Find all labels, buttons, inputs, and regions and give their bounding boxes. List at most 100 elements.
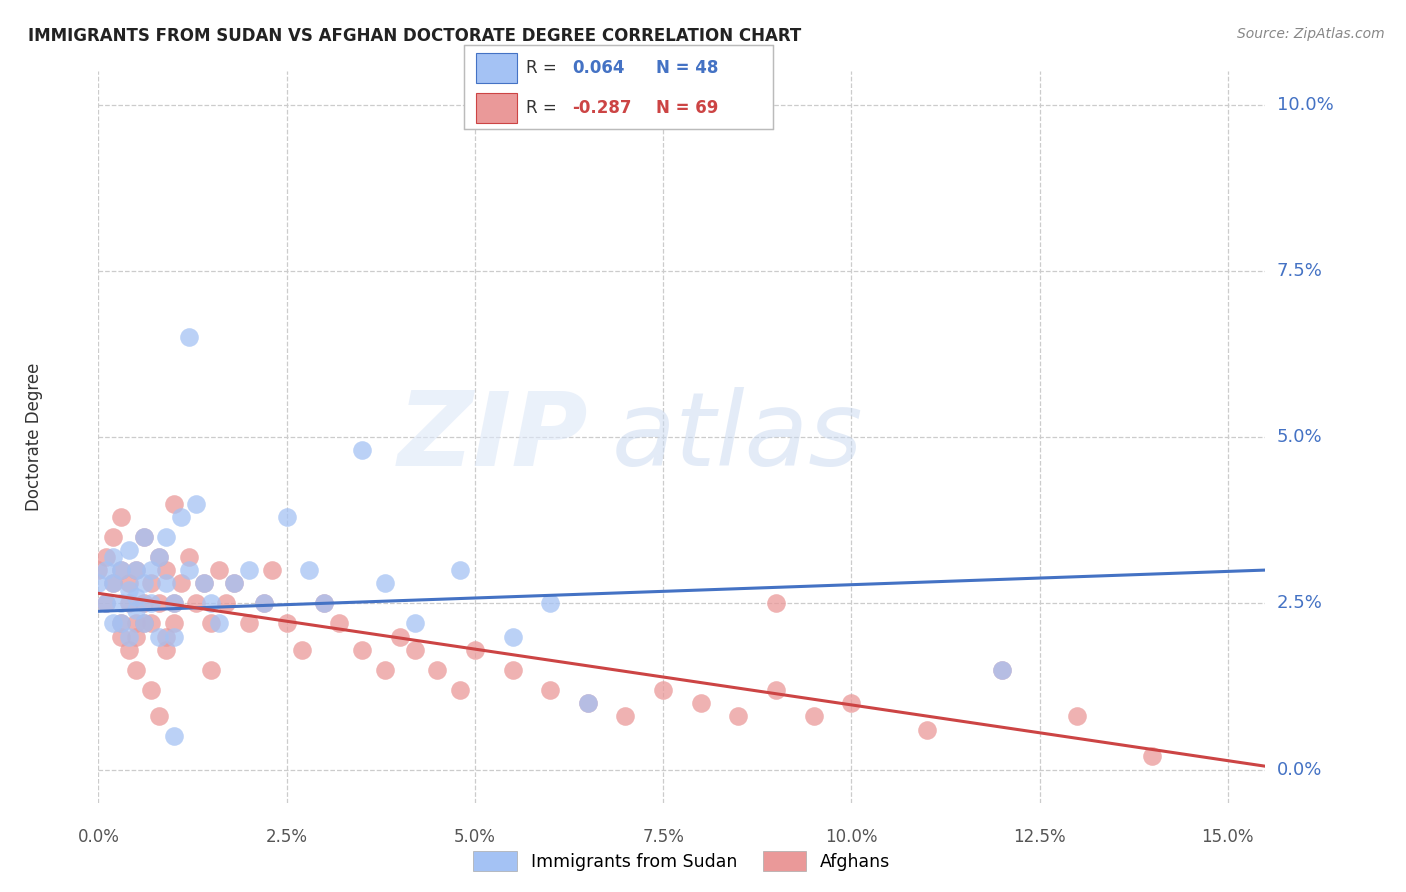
Point	[163, 596, 186, 610]
Point	[125, 616, 148, 631]
Bar	[477, 93, 516, 122]
Point	[117, 596, 139, 610]
Point	[110, 596, 132, 610]
Point	[155, 630, 177, 644]
Point	[117, 576, 139, 591]
Point	[139, 576, 162, 591]
Point	[238, 563, 260, 577]
Point	[576, 696, 599, 710]
Point	[449, 563, 471, 577]
Point	[103, 530, 125, 544]
Point	[163, 616, 186, 631]
Point	[163, 729, 186, 743]
Point	[155, 576, 177, 591]
Point	[314, 596, 336, 610]
Point	[803, 709, 825, 723]
Point	[222, 576, 245, 591]
Text: 7.5%: 7.5%	[1277, 262, 1323, 280]
Point	[103, 549, 125, 564]
Point	[215, 596, 238, 610]
Text: ZIP: ZIP	[398, 386, 589, 488]
Point	[260, 563, 283, 577]
Point	[298, 563, 321, 577]
Point	[103, 616, 125, 631]
Point	[177, 549, 200, 564]
Point	[125, 603, 148, 617]
Text: atlas: atlas	[612, 387, 863, 487]
Point	[155, 643, 177, 657]
Legend: Immigrants from Sudan, Afghans: Immigrants from Sudan, Afghans	[467, 845, 897, 879]
Point	[538, 596, 561, 610]
Point	[373, 663, 395, 677]
Text: R =: R =	[526, 99, 557, 117]
Text: N = 69: N = 69	[655, 99, 718, 117]
Point	[117, 582, 139, 597]
Point	[170, 576, 193, 591]
Point	[186, 497, 208, 511]
Point	[87, 576, 110, 591]
Point	[155, 530, 177, 544]
Text: IMMIGRANTS FROM SUDAN VS AFGHAN DOCTORATE DEGREE CORRELATION CHART: IMMIGRANTS FROM SUDAN VS AFGHAN DOCTORAT…	[28, 27, 801, 45]
Point	[404, 616, 426, 631]
Point	[404, 643, 426, 657]
Point	[155, 563, 177, 577]
Point	[291, 643, 314, 657]
Point	[652, 682, 675, 697]
Text: 0.0%: 0.0%	[77, 828, 120, 846]
Point	[991, 663, 1014, 677]
Text: N = 48: N = 48	[655, 59, 718, 77]
Point	[170, 509, 193, 524]
Point	[328, 616, 350, 631]
Point	[103, 576, 125, 591]
Point	[94, 563, 117, 577]
Point	[991, 663, 1014, 677]
Point	[148, 596, 170, 610]
Point	[94, 549, 117, 564]
Point	[163, 497, 186, 511]
Point	[388, 630, 411, 644]
Text: 0.064: 0.064	[572, 59, 624, 77]
Point	[1142, 749, 1164, 764]
Point	[125, 563, 148, 577]
Text: Source: ZipAtlas.com: Source: ZipAtlas.com	[1237, 27, 1385, 41]
Point	[208, 616, 231, 631]
Point	[464, 643, 486, 657]
Point	[132, 576, 155, 591]
Point	[727, 709, 749, 723]
Point	[163, 596, 186, 610]
Point	[426, 663, 449, 677]
Point	[193, 576, 215, 591]
Point	[87, 563, 110, 577]
Point	[148, 549, 170, 564]
Point	[117, 630, 139, 644]
Point	[200, 596, 222, 610]
Point	[110, 563, 132, 577]
Point	[94, 596, 117, 610]
Point	[222, 576, 245, 591]
Point	[139, 616, 162, 631]
Text: Doctorate Degree: Doctorate Degree	[25, 363, 44, 511]
Text: 7.5%: 7.5%	[643, 828, 685, 846]
Point	[117, 543, 139, 558]
Text: 15.0%: 15.0%	[1202, 828, 1254, 846]
Point	[1066, 709, 1088, 723]
Point	[132, 530, 155, 544]
Point	[94, 596, 117, 610]
Point	[373, 576, 395, 591]
Point	[110, 630, 132, 644]
Point	[839, 696, 862, 710]
Point	[132, 530, 155, 544]
Point	[915, 723, 938, 737]
Point	[538, 682, 561, 697]
Point	[200, 663, 222, 677]
Bar	[477, 54, 516, 83]
Text: 0.0%: 0.0%	[1277, 761, 1322, 779]
Point	[125, 630, 148, 644]
Point	[502, 663, 524, 677]
Point	[132, 596, 155, 610]
Point	[689, 696, 711, 710]
Point	[139, 563, 162, 577]
Point	[148, 630, 170, 644]
Point	[163, 630, 186, 644]
Point	[139, 682, 162, 697]
